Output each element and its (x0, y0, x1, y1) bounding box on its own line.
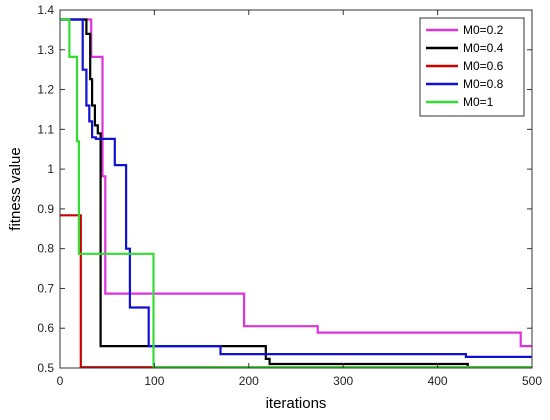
x-tick-label: 100 (144, 374, 164, 388)
x-tick-label: 400 (428, 374, 448, 388)
y-tick-label: 0.9 (37, 202, 54, 216)
x-tick-label: 300 (333, 374, 353, 388)
x-axis-title: iterations (266, 395, 327, 412)
legend-label: M0=0.6 (463, 59, 504, 73)
series-layer (60, 18, 532, 369)
legend-label: M0=0.4 (463, 41, 504, 55)
series-line-2 (60, 18, 532, 369)
legend-label: M0=1 (463, 95, 494, 109)
x-tick-label: 0 (57, 374, 64, 388)
y-tick-label: 1.4 (37, 3, 54, 17)
legend: M0=0.2 M0=0.4 M0=0.6 M0=0.8 M0=1 (419, 17, 525, 117)
x-tick-label: 500 (522, 374, 542, 388)
series-line-5 (60, 18, 532, 369)
y-tick-label: 1.3 (37, 43, 54, 57)
x-axis: 0 100 200 300 400 500 (57, 10, 542, 388)
legend-label: M0=0.2 (463, 23, 504, 37)
series-line-1 (60, 18, 532, 348)
x-tick-label: 200 (239, 374, 259, 388)
legend-label: M0=0.8 (463, 77, 504, 91)
y-axis-title: fitness value (7, 147, 24, 230)
y-tick-label: 1.2 (37, 83, 54, 97)
y-tick-label: 0.7 (37, 281, 54, 295)
y-tick-label: 1.1 (37, 122, 54, 136)
y-tick-label: 1 (47, 162, 54, 176)
series-line-4 (60, 18, 532, 358)
plot-frame (59, 9, 533, 369)
y-tick-label: 0.8 (37, 242, 54, 256)
y-axis: 0.5 0.6 0.7 0.8 0.9 1 1.1 1.2 1.3 1.4 (37, 3, 532, 375)
y-tick-label: 0.5 (37, 361, 54, 375)
y-tick-label: 0.6 (37, 321, 54, 335)
